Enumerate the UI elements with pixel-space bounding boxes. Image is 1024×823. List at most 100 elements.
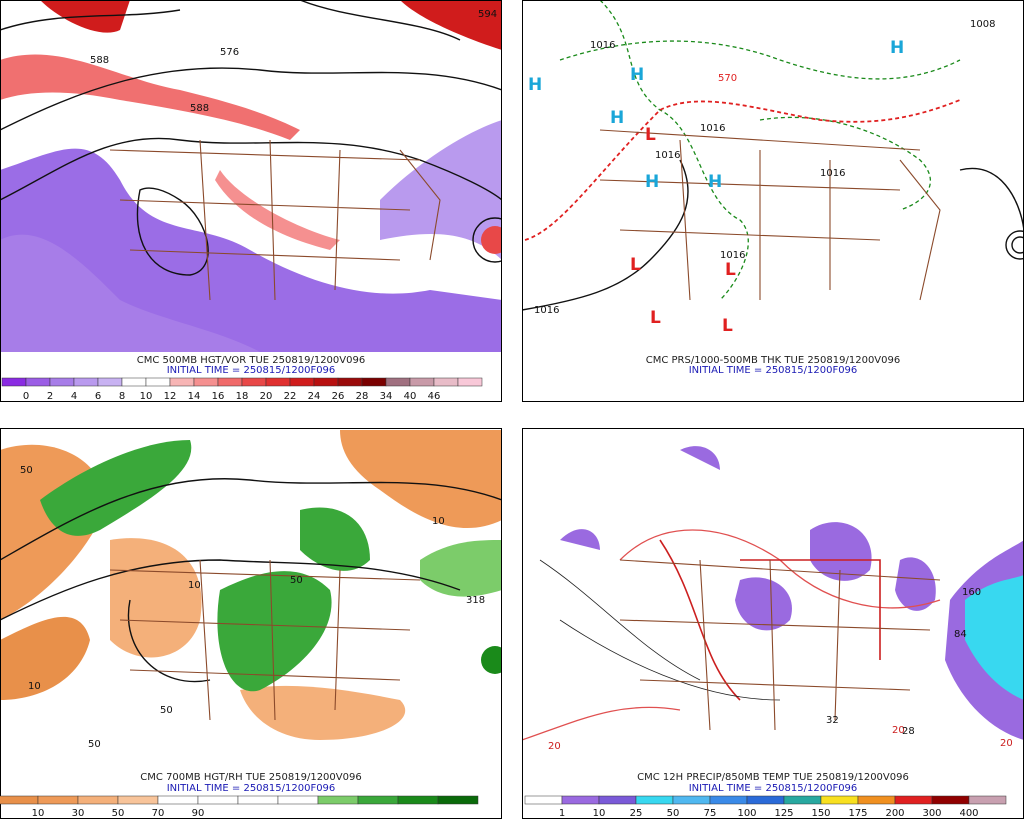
map-shape xyxy=(0,67,502,131)
isobar-label: 1016 xyxy=(720,250,745,261)
map-shape xyxy=(0,0,461,41)
colorbar-box xyxy=(524,795,563,805)
colorbar-box xyxy=(25,377,51,387)
map-shape xyxy=(659,539,881,701)
colorbar-box xyxy=(409,377,435,387)
map-shape xyxy=(0,478,502,561)
panel-title: CMC PRS/1000-500MB THK TUE 250819/1200V0… xyxy=(646,355,901,366)
colorbar-label: 2 xyxy=(47,391,53,402)
colorbar-label: 4 xyxy=(71,391,77,402)
colorbar-box xyxy=(49,377,75,387)
map-precip: 20 20 28 32 84 160 20 xyxy=(522,430,1024,772)
precip-label: 28 xyxy=(902,726,915,737)
colorbar-box xyxy=(117,795,159,805)
map-shape xyxy=(0,54,300,140)
isobar-label: 1016 xyxy=(590,40,615,51)
map-shape xyxy=(481,226,502,254)
map-shape xyxy=(559,40,961,80)
colorbar-label: 24 xyxy=(308,391,321,402)
high-symbol: H xyxy=(708,172,722,192)
panel-subtitle: INITIAL TIME = 250815/1200F096 xyxy=(167,365,336,376)
high-symbol: H xyxy=(630,65,644,85)
colorbar-box xyxy=(385,377,411,387)
colorbar-box xyxy=(1,377,27,387)
colorbar-box xyxy=(397,795,439,805)
colorbar-label: 26 xyxy=(332,391,345,402)
colorbar-label: 125 xyxy=(774,808,793,819)
colorbar-label: 20 xyxy=(260,391,273,402)
map-pressure: H H H H H H L L L L L 1016 1016 1016 101… xyxy=(522,0,1024,352)
contour-label: 10 xyxy=(28,681,41,692)
contour-label: 50 xyxy=(20,465,33,476)
colorbar-box xyxy=(820,795,859,805)
colorbar-label: 0 xyxy=(23,391,29,402)
map-shape xyxy=(0,559,461,621)
map-700mb: 50 10 50 10 318 50 10 50 xyxy=(0,430,502,772)
map-shape xyxy=(217,571,332,692)
colorbar-label: 175 xyxy=(848,808,867,819)
colorbar-label: 70 xyxy=(152,808,165,819)
colorbar-box xyxy=(289,377,315,387)
colorbar-box xyxy=(97,377,123,387)
colorbar-box xyxy=(77,795,119,805)
colorbar-box xyxy=(241,377,267,387)
colorbar-label: 200 xyxy=(885,808,904,819)
map-shape xyxy=(110,538,202,658)
map-shape xyxy=(522,159,1024,311)
colorbar-box xyxy=(37,795,79,805)
map-shape xyxy=(0,234,260,352)
map-shape xyxy=(619,559,941,731)
isotherm-label: 20 xyxy=(548,741,561,752)
isobar-label: 1016 xyxy=(700,123,725,134)
map-shape xyxy=(300,507,370,571)
low-symbol: L xyxy=(722,316,733,336)
colorbar-label: 30 xyxy=(72,808,85,819)
panel-subtitle: INITIAL TIME = 250815/1200F096 xyxy=(689,365,858,376)
map-shape xyxy=(965,575,1024,700)
colorbar-box xyxy=(157,795,199,805)
map-shape xyxy=(109,139,441,301)
high-symbol: H xyxy=(645,172,659,192)
map-shape xyxy=(522,0,1024,352)
colorbar-label: 100 xyxy=(737,808,756,819)
colorbar-box xyxy=(361,377,387,387)
colorbar-box xyxy=(894,795,933,805)
panel-title: CMC 12H PRECIP/850MB TEMP TUE 250819/120… xyxy=(637,772,909,783)
colorbar-box xyxy=(437,795,479,805)
colorbar-box xyxy=(561,795,600,805)
colorbar-box xyxy=(193,377,219,387)
colorbar-box xyxy=(313,377,339,387)
colorbar-box xyxy=(265,377,291,387)
precip-label: 32 xyxy=(826,715,839,726)
thickness-label: 570 xyxy=(718,73,737,84)
contour-label: 588 xyxy=(90,55,109,66)
colorbar-label: 18 xyxy=(236,391,249,402)
map-shape xyxy=(109,559,421,721)
colorbar-box xyxy=(169,377,195,387)
low-symbol: L xyxy=(645,125,656,145)
map-shape xyxy=(599,0,749,301)
panel-frame xyxy=(0,0,502,402)
colorbar-label: 40 xyxy=(404,391,417,402)
colorbar-label: 10 xyxy=(32,808,45,819)
colorbar-box xyxy=(746,795,785,805)
colorbar-box xyxy=(197,795,239,805)
map-shape xyxy=(472,217,502,263)
colorbar-box xyxy=(931,795,970,805)
contour-label: 318 xyxy=(466,595,485,606)
precip-label: 84 xyxy=(954,629,967,640)
map-shape xyxy=(0,616,90,700)
colorbar-box xyxy=(598,795,637,805)
colorbar-label: 50 xyxy=(667,808,680,819)
map-shape xyxy=(1011,236,1024,254)
colorbar-box xyxy=(145,377,171,387)
colorbar-box xyxy=(337,377,363,387)
colorbar-label: 22 xyxy=(284,391,297,402)
colorbar-label: 50 xyxy=(112,808,125,819)
colorbar-box xyxy=(672,795,711,805)
colorbar-box xyxy=(237,795,279,805)
low-symbol: L xyxy=(725,260,736,280)
colorbar-label: 46 xyxy=(428,391,441,402)
panel-subtitle: INITIAL TIME = 250815/1200F096 xyxy=(689,783,858,794)
